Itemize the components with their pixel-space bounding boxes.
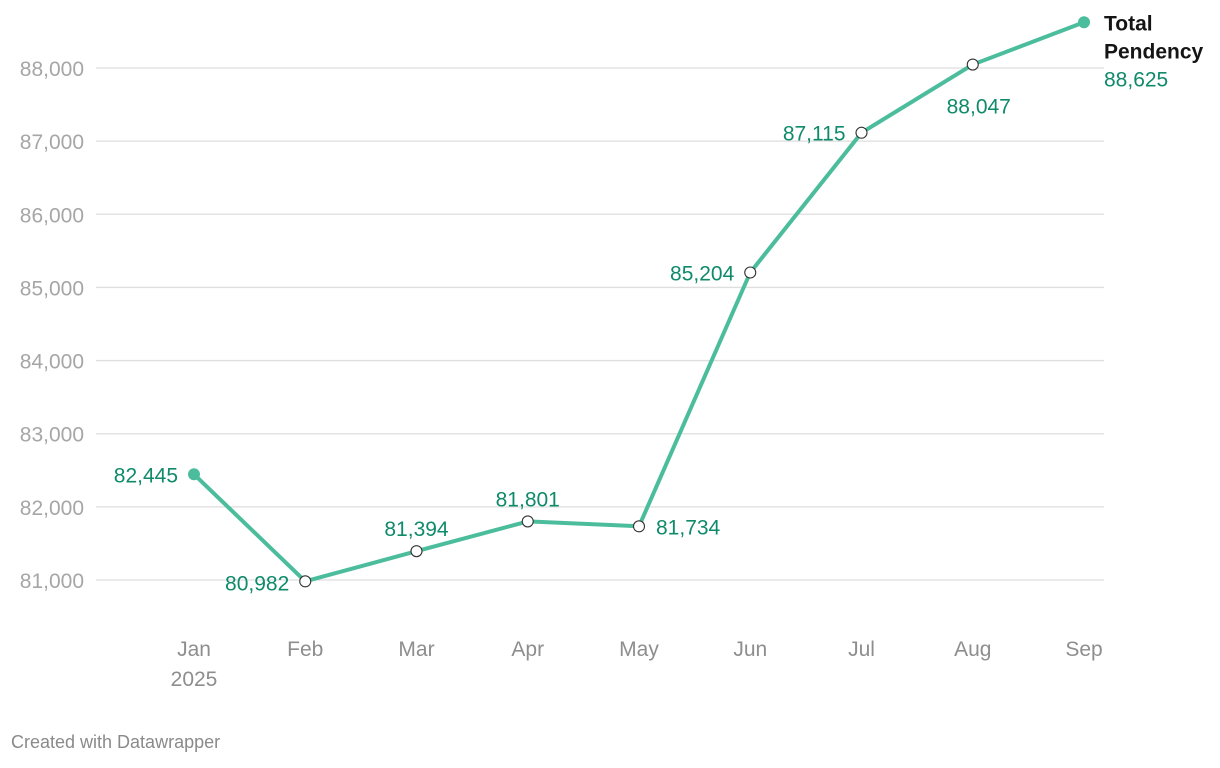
data-label: 80,982	[225, 572, 289, 595]
series-name-label: Total	[1104, 12, 1153, 35]
x-tick-sublabel: 2025	[171, 668, 218, 691]
data-point	[410, 545, 423, 558]
x-axis-tick-labels: Jan 2025 Feb Mar Apr May Jun Jul Aug Sep	[171, 638, 1103, 691]
x-tick-label: Apr	[511, 638, 544, 661]
x-tick-label: Jun	[733, 638, 767, 661]
y-tick-label: 84,000	[20, 351, 84, 374]
data-label: 82,445	[114, 464, 178, 487]
data-labels: 82,445 80,982 81,394 81,801 81,734 85,204 87,1…	[114, 96, 1011, 596]
series-last-value-label: 88,625	[1104, 68, 1168, 91]
data-point	[521, 515, 534, 528]
data-label: 88,047	[947, 96, 1011, 119]
y-tick-label: 87,000	[20, 131, 84, 154]
data-point	[299, 575, 312, 588]
y-axis-tick-labels: 81,000 82,000 83,000 84,000 85,000 86,000 87,0…	[20, 58, 84, 593]
series-name-label: Pendency	[1104, 40, 1204, 63]
gridlines	[96, 67, 1104, 581]
data-point	[744, 266, 757, 279]
series-end-label: Total Pendency 88,625	[1104, 12, 1204, 91]
x-tick-label: Mar	[398, 638, 434, 661]
x-tick-label: May	[619, 638, 659, 661]
y-tick-label: 83,000	[20, 424, 84, 447]
data-label: 85,204	[670, 263, 735, 286]
data-point	[1078, 16, 1090, 29]
data-label: 81,801	[496, 488, 560, 511]
data-label: 81,734	[656, 516, 721, 539]
x-tick-label: Feb	[287, 638, 323, 661]
data-point	[188, 468, 200, 481]
y-tick-label: 82,000	[20, 497, 84, 520]
x-tick-label: Sep	[1065, 638, 1102, 661]
data-label: 81,394	[384, 518, 449, 541]
data-point	[855, 126, 868, 139]
data-point	[632, 520, 646, 533]
x-tick-label: Jul	[848, 638, 875, 661]
data-point	[966, 58, 979, 71]
y-tick-label: 86,000	[20, 204, 84, 227]
x-tick-label: Jan	[177, 638, 211, 661]
series-points	[188, 16, 1090, 588]
credit-text: Created with Datawrapper	[11, 732, 221, 752]
y-tick-label: 85,000	[20, 277, 84, 300]
data-label: 87,115	[783, 123, 846, 146]
x-tick-label: Aug	[954, 638, 991, 661]
y-tick-label: 81,000	[20, 570, 84, 593]
y-tick-label: 88,000	[20, 58, 84, 81]
